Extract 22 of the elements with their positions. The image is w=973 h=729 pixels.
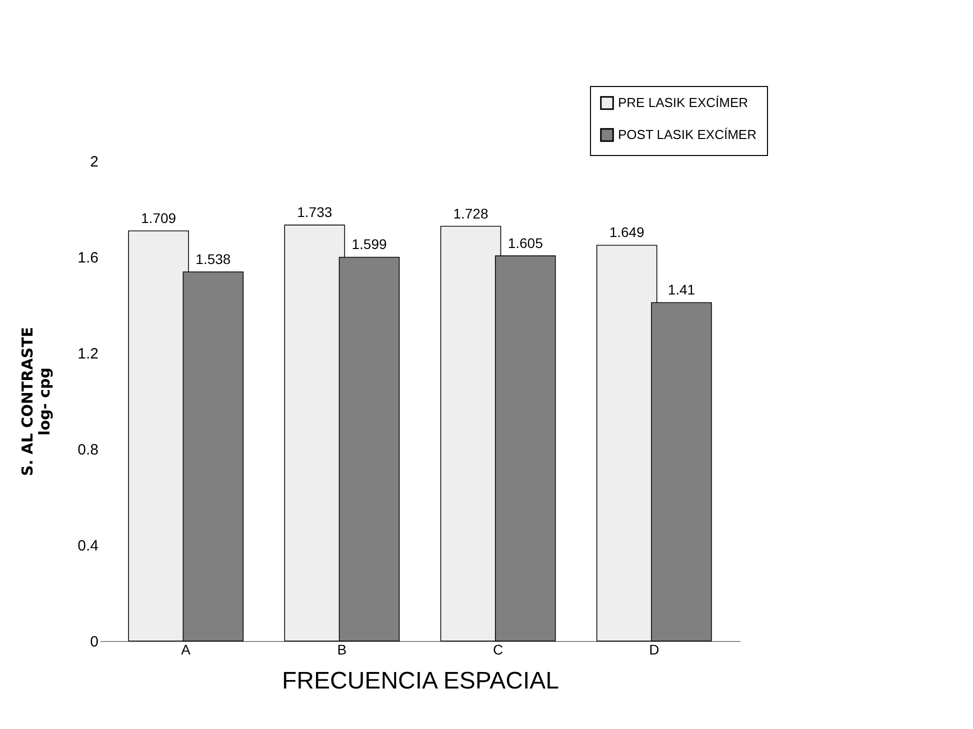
data-label: 1.599: [352, 236, 387, 252]
y-tick-label: 1.6: [78, 250, 98, 266]
data-label: 1.709: [141, 210, 176, 226]
legend-label: PRE LASIK EXCÍMER: [618, 95, 748, 110]
x-tick-label: B: [337, 642, 347, 658]
legend-label: POST LASIK EXCÍMER: [618, 127, 756, 142]
y-tick-label: 1.2: [78, 346, 98, 362]
x-tick-label: A: [181, 642, 192, 658]
y-tick-label: 0.4: [78, 538, 98, 554]
data-label: 1.733: [297, 204, 332, 220]
x-tick-label: D: [649, 642, 660, 658]
y-tick-label: 0.8: [78, 442, 98, 458]
data-label: 1.538: [196, 250, 231, 267]
x-axis-title: FRECUENCIA ESPACIAL: [282, 668, 559, 694]
x-tick-label: C: [492, 642, 504, 658]
y-tick-label: 0: [90, 634, 98, 650]
y-axis-title: S. AL CONTRASTE log- cpg: [18, 326, 54, 476]
data-label: 1.605: [508, 234, 544, 251]
data-label: 1.41: [668, 282, 696, 298]
y-tick-label: 2: [90, 154, 98, 170]
data-label: 1.649: [609, 224, 645, 240]
data-label: 1.728: [453, 205, 488, 222]
